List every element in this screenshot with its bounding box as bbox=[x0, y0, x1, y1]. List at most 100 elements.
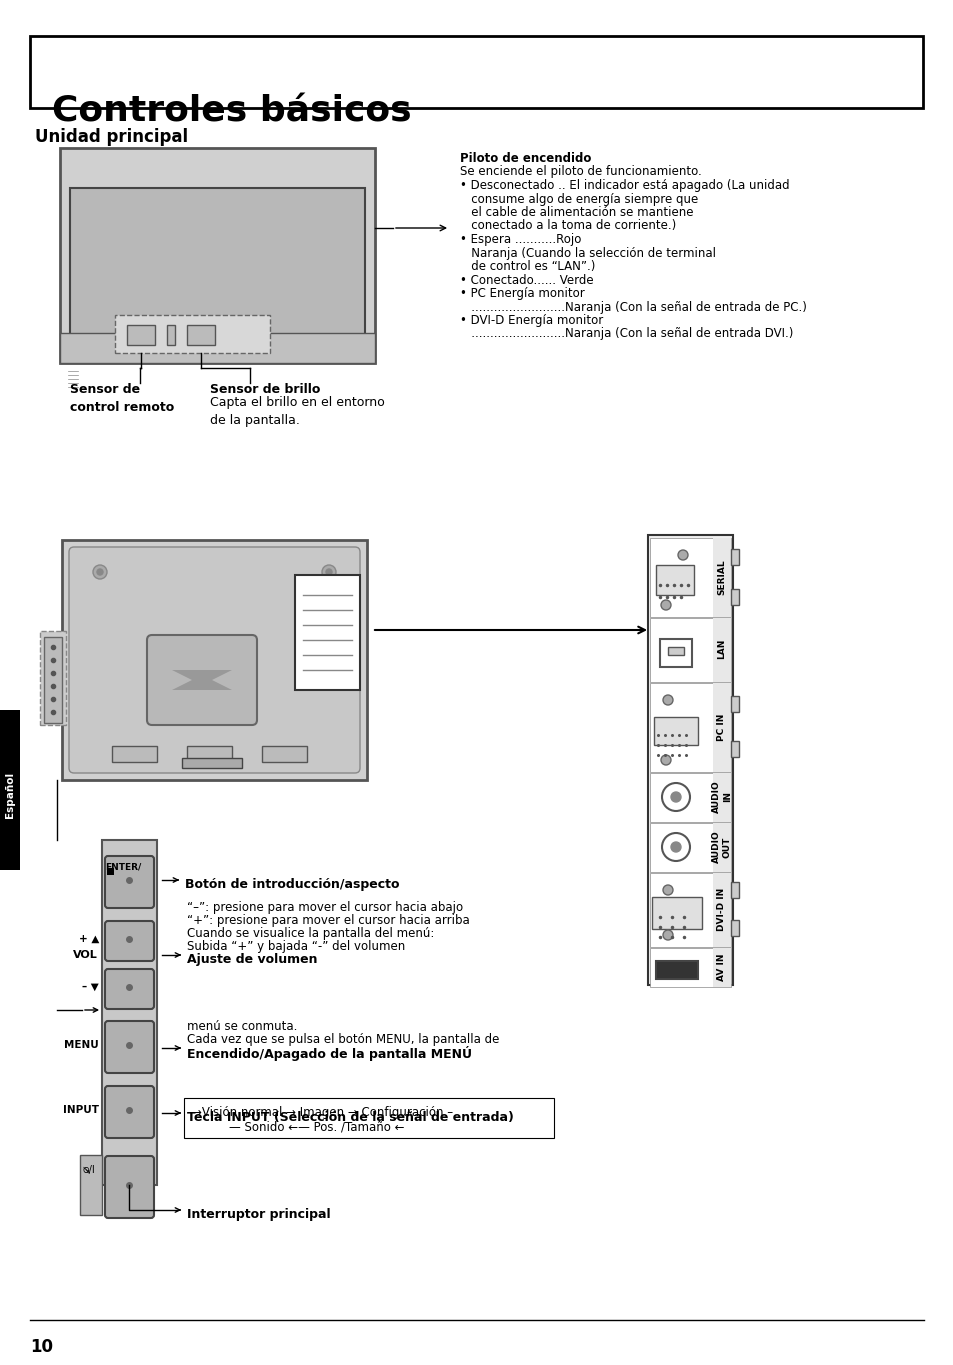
Bar bbox=[44, 637, 62, 723]
Circle shape bbox=[662, 885, 672, 895]
Text: .........................Naranja (Con la señal de entrada DVI.): .........................Naranja (Con la… bbox=[459, 328, 793, 340]
Text: AV IN: AV IN bbox=[717, 953, 726, 980]
FancyBboxPatch shape bbox=[105, 921, 153, 961]
Bar bbox=[649, 682, 730, 773]
Text: 10: 10 bbox=[30, 1338, 53, 1355]
Text: Naranja (Cuando la selección de terminal: Naranja (Cuando la selección de terminal bbox=[459, 247, 716, 259]
Bar bbox=[649, 823, 730, 872]
Bar bbox=[730, 590, 739, 605]
Bar bbox=[649, 538, 730, 617]
Text: AUDIO
IN: AUDIO IN bbox=[712, 781, 731, 814]
Text: • PC Energía monitor: • PC Energía monitor bbox=[459, 287, 584, 300]
Bar bbox=[649, 874, 730, 947]
Text: Piloto de encendido: Piloto de encendido bbox=[459, 152, 591, 165]
Circle shape bbox=[662, 930, 672, 940]
Text: Español: Español bbox=[5, 773, 15, 818]
Text: LAN: LAN bbox=[717, 639, 726, 659]
Text: + ▲: + ▲ bbox=[78, 934, 99, 945]
Circle shape bbox=[97, 569, 103, 575]
Text: Capta el brillo en el entorno
de la pantalla.: Capta el brillo en el entorno de la pant… bbox=[210, 396, 384, 427]
FancyBboxPatch shape bbox=[105, 1087, 153, 1138]
FancyBboxPatch shape bbox=[147, 635, 256, 725]
Circle shape bbox=[661, 833, 689, 861]
Text: ENTER/: ENTER/ bbox=[105, 863, 141, 872]
Bar bbox=[649, 618, 730, 682]
Text: Ajuste de volumen: Ajuste de volumen bbox=[187, 953, 317, 966]
Circle shape bbox=[670, 842, 680, 852]
Text: .........................Naranja (Con la señal de entrada de PC.): .........................Naranja (Con la… bbox=[459, 300, 806, 314]
Bar bbox=[115, 315, 270, 354]
Text: “+”: presione para mover el cursor hacia arriba: “+”: presione para mover el cursor hacia… bbox=[187, 915, 469, 927]
Bar bbox=[730, 882, 739, 898]
Bar bbox=[654, 717, 698, 745]
Bar bbox=[60, 147, 375, 363]
Text: Cada vez que se pulsa el botón MENU, la pantalla de: Cada vez que se pulsa el botón MENU, la … bbox=[187, 1033, 498, 1046]
Bar bbox=[712, 618, 730, 682]
Text: Se enciende el piloto de funcionamiento.: Se enciende el piloto de funcionamiento. bbox=[459, 165, 701, 179]
Polygon shape bbox=[172, 670, 232, 685]
Text: Sensor de brillo: Sensor de brillo bbox=[210, 384, 320, 396]
FancyBboxPatch shape bbox=[69, 547, 359, 773]
Bar bbox=[127, 325, 154, 345]
Text: • DVI-D Energía monitor: • DVI-D Energía monitor bbox=[459, 314, 602, 328]
Text: PC IN: PC IN bbox=[717, 714, 726, 741]
Bar bbox=[730, 549, 739, 565]
Bar bbox=[659, 639, 691, 667]
Text: →Visión normal → Imagen → Configuración –: →Visión normal → Imagen → Configuración … bbox=[192, 1106, 453, 1119]
Bar bbox=[712, 773, 730, 822]
Circle shape bbox=[326, 569, 332, 575]
Bar bbox=[649, 949, 730, 987]
Bar bbox=[712, 949, 730, 987]
Text: — Sonido ←— Pos. /Tamaño ←: — Sonido ←— Pos. /Tamaño ← bbox=[229, 1121, 404, 1133]
Bar bbox=[712, 682, 730, 773]
Circle shape bbox=[660, 755, 670, 764]
Bar bbox=[112, 747, 157, 762]
Text: – ▼: – ▼ bbox=[82, 981, 99, 992]
Bar bbox=[107, 868, 113, 875]
Polygon shape bbox=[172, 676, 232, 689]
Bar bbox=[187, 747, 232, 762]
Bar bbox=[294, 575, 359, 689]
Bar bbox=[667, 647, 683, 655]
Bar bbox=[40, 631, 66, 725]
Circle shape bbox=[661, 784, 689, 811]
Text: • Conectado...... Verde: • Conectado...... Verde bbox=[459, 273, 593, 287]
Text: Cuando se visualice la pantalla del menú:: Cuando se visualice la pantalla del menú… bbox=[187, 927, 434, 940]
Circle shape bbox=[92, 565, 107, 579]
Bar bbox=[102, 839, 157, 1185]
Bar bbox=[0, 710, 20, 870]
Text: Interruptor principal: Interruptor principal bbox=[187, 1208, 331, 1222]
Bar bbox=[730, 920, 739, 936]
Circle shape bbox=[662, 695, 672, 704]
Bar bbox=[80, 1155, 102, 1215]
Text: Controles básicos: Controles básicos bbox=[52, 96, 411, 130]
Text: MENU: MENU bbox=[64, 1040, 99, 1050]
Text: DVI-D IN: DVI-D IN bbox=[717, 887, 726, 931]
Circle shape bbox=[670, 792, 680, 803]
Text: menú se conmuta.: menú se conmuta. bbox=[187, 1020, 297, 1033]
FancyBboxPatch shape bbox=[105, 1156, 153, 1218]
Text: conectado a la toma de corriente.): conectado a la toma de corriente.) bbox=[459, 220, 676, 232]
Text: consume algo de energía siempre que: consume algo de energía siempre que bbox=[459, 192, 698, 206]
Bar bbox=[62, 541, 367, 779]
Bar bbox=[30, 35, 923, 108]
FancyBboxPatch shape bbox=[105, 1021, 153, 1073]
Bar bbox=[712, 538, 730, 617]
Text: Unidad principal: Unidad principal bbox=[35, 128, 188, 146]
Text: • Desconectado .. El indicador está apagado (La unidad: • Desconectado .. El indicador está apag… bbox=[459, 179, 789, 192]
Bar bbox=[730, 696, 739, 713]
Text: INPUT: INPUT bbox=[63, 1106, 99, 1115]
Bar bbox=[60, 333, 375, 363]
Text: Encendido/Apagado de la pantalla MENÚ: Encendido/Apagado de la pantalla MENÚ bbox=[187, 1046, 472, 1061]
Text: el cable de alimentación se mantiene: el cable de alimentación se mantiene bbox=[459, 206, 693, 218]
Bar bbox=[730, 741, 739, 758]
Bar bbox=[712, 823, 730, 872]
Circle shape bbox=[660, 601, 670, 610]
FancyBboxPatch shape bbox=[105, 969, 153, 1009]
Text: ᴓ/I: ᴓ/I bbox=[83, 1164, 95, 1175]
Circle shape bbox=[322, 565, 335, 579]
Text: SERIAL: SERIAL bbox=[717, 560, 726, 595]
Bar bbox=[70, 188, 365, 354]
Text: Tecla INPUT (Selección de la señal de entrada): Tecla INPUT (Selección de la señal de en… bbox=[187, 1111, 514, 1123]
Bar bbox=[712, 874, 730, 947]
